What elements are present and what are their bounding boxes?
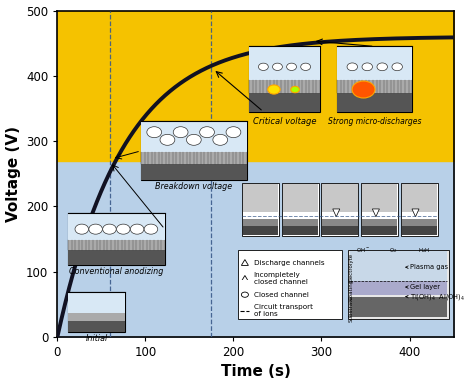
Bar — [141, 122, 246, 180]
Bar — [401, 226, 437, 235]
Bar — [348, 250, 449, 319]
Circle shape — [213, 134, 228, 145]
Text: Closed channel: Closed channel — [254, 292, 309, 298]
Polygon shape — [241, 276, 248, 281]
Text: Electrolyte: Electrolyte — [349, 253, 354, 282]
Bar — [337, 80, 412, 94]
Bar — [249, 47, 320, 112]
Bar — [283, 184, 318, 212]
Circle shape — [273, 63, 283, 70]
Circle shape — [226, 127, 241, 138]
Text: O$_2$: O$_2$ — [389, 246, 398, 255]
Bar — [238, 250, 342, 319]
Bar — [322, 219, 357, 226]
Circle shape — [377, 63, 387, 71]
Bar — [283, 219, 318, 226]
Bar — [242, 184, 279, 236]
Circle shape — [117, 224, 130, 234]
Bar — [362, 226, 397, 235]
Circle shape — [75, 224, 89, 234]
Circle shape — [392, 63, 402, 71]
Circle shape — [241, 292, 248, 297]
Bar — [249, 94, 320, 112]
Bar — [337, 94, 412, 112]
Bar — [282, 184, 319, 236]
Circle shape — [287, 63, 296, 70]
Bar — [249, 80, 320, 94]
Bar — [322, 226, 357, 235]
Text: H$_2$H: H$_2$H — [418, 246, 430, 255]
Bar — [249, 47, 320, 80]
Bar — [321, 184, 358, 236]
Bar — [350, 251, 447, 281]
Bar — [68, 213, 165, 265]
Text: Discharge channels: Discharge channels — [254, 260, 324, 266]
Text: Ti(OH)$_4$  Al(OH)$_4$: Ti(OH)$_4$ Al(OH)$_4$ — [406, 292, 465, 302]
Bar — [141, 122, 246, 152]
Text: Circuit transport
of ions: Circuit transport of ions — [254, 304, 313, 317]
Bar — [362, 184, 397, 212]
Circle shape — [173, 127, 188, 138]
Bar — [361, 184, 398, 236]
Circle shape — [352, 81, 375, 98]
Bar — [362, 219, 397, 226]
Bar — [243, 226, 278, 235]
Text: Incompletely
closed channel: Incompletely closed channel — [254, 272, 308, 285]
X-axis label: Time (s): Time (s) — [220, 365, 291, 380]
Bar — [337, 47, 412, 112]
Circle shape — [130, 224, 144, 234]
Bar — [68, 293, 125, 313]
Circle shape — [362, 63, 373, 71]
Bar — [350, 297, 447, 317]
Bar — [401, 184, 438, 236]
Text: Breakdown voltage: Breakdown voltage — [155, 182, 232, 191]
Bar — [322, 184, 357, 212]
Circle shape — [268, 85, 280, 94]
Circle shape — [258, 63, 268, 70]
Circle shape — [291, 86, 300, 93]
Polygon shape — [373, 209, 379, 217]
Polygon shape — [412, 209, 419, 217]
Text: Strong micro-discharges: Strong micro-discharges — [328, 117, 421, 126]
Circle shape — [89, 224, 102, 234]
Bar — [141, 152, 246, 164]
Circle shape — [200, 127, 214, 138]
Circle shape — [147, 127, 162, 138]
Bar — [68, 321, 125, 331]
Bar — [141, 164, 246, 180]
Bar — [68, 213, 165, 240]
Bar — [283, 226, 318, 235]
Text: Coating: Coating — [349, 278, 354, 300]
Bar — [243, 219, 278, 226]
Text: Conventional anodizing: Conventional anodizing — [69, 267, 164, 276]
Bar — [68, 313, 125, 321]
Text: Initial: Initial — [85, 333, 108, 343]
Text: Substrate: Substrate — [349, 295, 354, 322]
Circle shape — [160, 134, 175, 145]
Text: Gel layer: Gel layer — [406, 284, 440, 290]
Bar — [350, 281, 447, 295]
Bar — [401, 184, 437, 212]
Bar — [68, 251, 165, 265]
Y-axis label: Voltage (V): Voltage (V) — [6, 126, 20, 222]
Bar — [401, 219, 437, 226]
Circle shape — [186, 134, 201, 145]
Text: Plasma gas: Plasma gas — [406, 264, 448, 270]
Circle shape — [103, 224, 116, 234]
Polygon shape — [333, 209, 340, 217]
Polygon shape — [241, 259, 248, 265]
Circle shape — [144, 224, 158, 234]
Circle shape — [301, 63, 310, 70]
Bar — [337, 47, 412, 80]
Circle shape — [347, 63, 357, 71]
Bar — [68, 293, 125, 331]
Text: OH$^-$: OH$^-$ — [356, 246, 370, 254]
Bar — [243, 184, 278, 212]
Text: Critical voltage: Critical voltage — [253, 117, 316, 126]
Bar — [68, 240, 165, 251]
